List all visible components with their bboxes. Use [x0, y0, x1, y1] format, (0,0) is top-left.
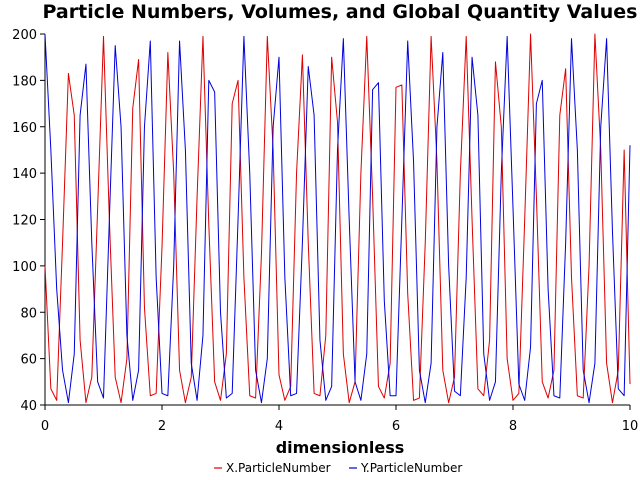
- legend-label-y: Y.ParticleNumber: [360, 461, 462, 475]
- y-tick-label: 180: [12, 74, 37, 89]
- legend: X.ParticleNumber Y.ParticleNumber: [214, 461, 462, 475]
- chart-title: Particle Numbers, Volumes, and Global Qu…: [43, 1, 638, 23]
- x-tick-label: 6: [392, 419, 400, 434]
- x-tick-label: 10: [622, 419, 639, 434]
- x-tick-label: 8: [509, 419, 517, 434]
- legend-label-x: X.ParticleNumber: [226, 461, 331, 475]
- series-line-1: [44, 33, 631, 404]
- y-tick-label: 140: [12, 167, 37, 182]
- x-tick-label: 0: [41, 419, 49, 434]
- plot-area: 40 60 80 100 120 140 160 180 200 0 2 4 6 8 10: [12, 28, 638, 434]
- y-tick-label: 60: [20, 353, 37, 368]
- x-tick-label: 4: [275, 419, 283, 434]
- x-tick-group: 0 2 4 6 8 10: [41, 405, 638, 434]
- x-tick-label: 2: [158, 419, 166, 434]
- y-tick-label: 160: [12, 121, 37, 136]
- y-tick-label: 100: [12, 260, 37, 275]
- x-axis-label: dimensionless: [276, 438, 405, 457]
- series-lines: [44, 33, 631, 404]
- y-tick-group: 40 60 80 100 120 140 160 180 200: [12, 28, 45, 414]
- y-tick-label: 120: [12, 214, 37, 229]
- y-tick-label: 80: [20, 306, 37, 321]
- y-tick-label: 200: [12, 28, 37, 43]
- y-tick-label: 40: [20, 399, 37, 414]
